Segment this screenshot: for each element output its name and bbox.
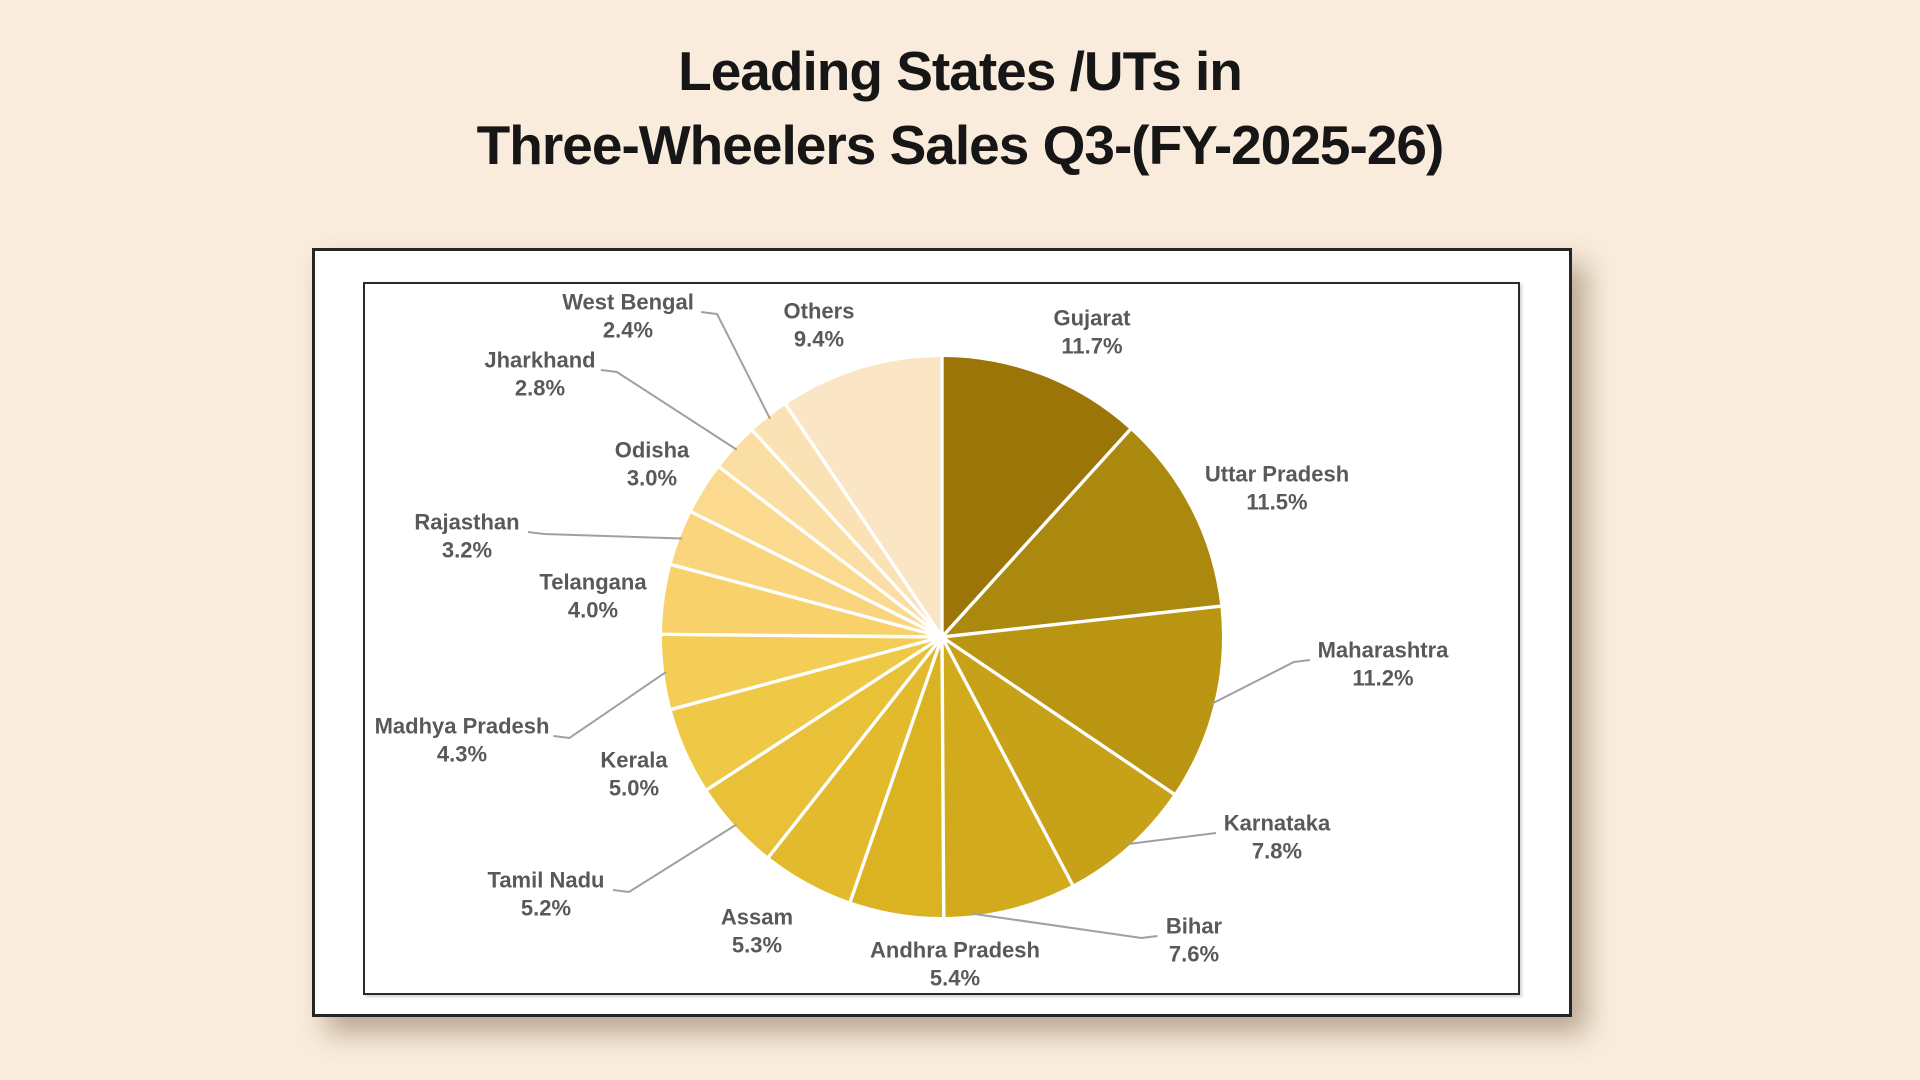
slice-pct-kerala: 5.0% <box>609 776 659 801</box>
pie-slice-others <box>785 357 942 637</box>
slice-label-others: Others <box>784 299 855 324</box>
slice-separator <box>941 604 1221 639</box>
leader-line-madhya-pradesh <box>553 671 667 740</box>
pie-slice-kerala <box>671 637 942 790</box>
slice-pct-bihar: 7.6% <box>1169 942 1219 967</box>
slice-separator <box>718 465 944 639</box>
pie-slice-uttar-pradesh <box>942 429 1221 637</box>
leader-line-rajasthan <box>527 531 683 540</box>
slice-label-odisha: Odisha <box>615 438 690 463</box>
slice-pct-karnataka: 7.8% <box>1252 839 1302 864</box>
pie-slice-jharkhand <box>719 430 942 637</box>
slice-separator <box>940 428 1132 639</box>
pie-slice-tamil-nadu <box>707 637 942 857</box>
slice-label-kerala: Kerala <box>600 748 668 773</box>
slice-pct-others: 9.4% <box>794 327 844 352</box>
slice-separator <box>671 635 943 711</box>
slice-pct-gujarat: 11.7% <box>1061 334 1122 359</box>
pie-slice-odisha <box>691 467 942 637</box>
pie-slice-gujarat <box>942 357 1131 637</box>
leader-line-west-bengal <box>700 311 771 420</box>
slice-separator <box>941 635 1175 796</box>
slice-separator <box>767 635 944 858</box>
slice-label-telangana: Telangana <box>539 570 647 595</box>
slice-separator <box>940 636 946 918</box>
slice-label-andhra-pradesh: Andhra Pradesh <box>870 938 1040 963</box>
chart-title-line2: Three-Wheelers Sales Q3-(FY-2025-26) <box>476 114 1445 176</box>
slice-label-west-bengal: West Bengal <box>562 290 694 315</box>
slice-label-maharashtra: Maharashtra <box>1318 638 1450 663</box>
slice-separator <box>751 429 944 639</box>
slice-separator <box>671 563 943 639</box>
slice-pct-madhya-pradesh: 4.3% <box>437 742 487 767</box>
slice-label-uttar-pradesh: Uttar Pradesh <box>1205 462 1349 487</box>
pie-slice-rajasthan <box>671 512 942 637</box>
slice-label-madhya-pradesh: Madhya Pradesh <box>375 714 550 739</box>
pie-slice-maharashtra <box>942 606 1222 794</box>
leader-line-jharkhand <box>600 369 738 451</box>
slice-label-bihar: Bihar <box>1166 914 1223 939</box>
slice-label-rajasthan: Rajasthan <box>414 510 519 535</box>
slice-separator <box>706 635 943 791</box>
slice-pct-tamil-nadu: 5.2% <box>521 896 571 921</box>
slice-label-tamil-nadu: Tamil Nadu <box>488 868 605 893</box>
slice-separator <box>661 632 943 639</box>
pie-slice-karnataka <box>942 637 1174 885</box>
slice-pct-andhra-pradesh: 5.4% <box>930 966 980 991</box>
slice-pct-assam: 5.3% <box>732 933 782 958</box>
slice-label-gujarat: Gujarat <box>1053 306 1131 331</box>
slice-label-jharkhand: Jharkhand <box>484 348 595 373</box>
chart-title: Leading States /UTs in Three-Wheelers Sa… <box>0 34 1920 182</box>
slice-pct-west-bengal: 2.4% <box>603 318 653 343</box>
slice-separator <box>848 636 944 903</box>
slice-separator <box>690 510 943 639</box>
slice-pct-jharkhand: 2.8% <box>515 376 565 401</box>
slice-pct-maharashtra: 11.2% <box>1352 666 1413 691</box>
pie-slice-assam <box>768 637 942 902</box>
slice-separator <box>940 636 1074 886</box>
leader-line-karnataka <box>1127 832 1217 846</box>
slice-pct-telangana: 4.0% <box>568 598 618 623</box>
slice-pct-rajasthan: 3.2% <box>442 538 492 563</box>
leader-line-bihar <box>970 912 1158 940</box>
slice-label-assam: Assam <box>721 905 793 930</box>
pie-slice-west-bengal <box>752 404 942 637</box>
leader-line-tamil-nadu <box>612 823 738 894</box>
leader-line-maharashtra <box>1211 659 1311 705</box>
slice-label-karnataka: Karnataka <box>1224 811 1331 836</box>
chart-title-line1: Leading States /UTs in <box>678 40 1243 102</box>
slice-pct-uttar-pradesh: 11.5% <box>1246 490 1307 515</box>
slice-pct-odisha: 3.0% <box>627 466 677 491</box>
pie-slice-andhra-pradesh <box>850 637 944 917</box>
pie-slice-madhya-pradesh <box>662 634 942 710</box>
pie-slice-bihar <box>942 637 1073 917</box>
slice-separator <box>784 403 944 638</box>
